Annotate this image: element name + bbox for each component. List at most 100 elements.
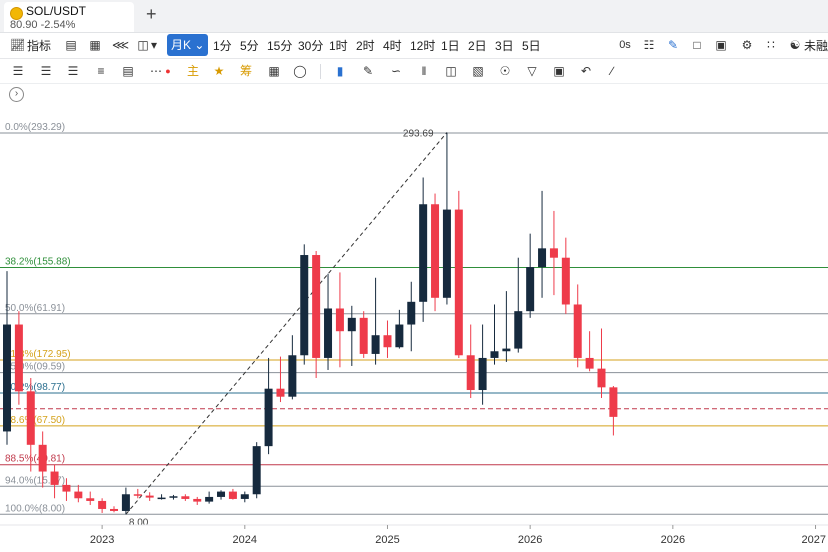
favorite-star-icon[interactable]: ★	[213, 64, 225, 78]
candle-body	[3, 324, 11, 432]
candle-body	[26, 391, 35, 445]
candle	[62, 478, 71, 501]
right-menu-label[interactable]: 未融	[804, 39, 828, 53]
candle	[597, 328, 606, 399]
candle-body	[561, 257, 570, 305]
alert-icon[interactable]: ▣	[715, 38, 727, 52]
image-icon[interactable]: ▤	[122, 64, 134, 78]
candle-body	[597, 368, 606, 388]
fib-level-label: 50.0%(61.91)	[5, 303, 65, 314]
trade-icon[interactable]: ☯	[789, 38, 801, 52]
main-indicator-button[interactable]: 主	[186, 64, 199, 78]
timeframe-monthly-label: 月K	[171, 38, 192, 52]
candle-body	[419, 204, 428, 302]
candle-body	[169, 496, 178, 498]
fib-level-label: 88.5%(40.81)	[5, 454, 65, 465]
timeframe-button[interactable]: 3日	[495, 39, 514, 53]
tab-sol-usdt[interactable]: SOL/USDT 80.90 -2.54%	[4, 2, 134, 32]
line-tool-icon[interactable]: ∕	[610, 64, 613, 78]
ruler-icon[interactable]: ▦	[268, 64, 280, 78]
candle-body	[514, 311, 523, 349]
candle	[3, 271, 11, 445]
trend-lines-icon[interactable]: ≡	[97, 64, 105, 78]
timeframe-button[interactable]: 2日	[468, 39, 487, 53]
chart-type-icon[interactable]: ◫	[137, 38, 149, 52]
timeframe-button[interactable]: 2时	[356, 39, 375, 53]
candle-body	[276, 388, 285, 397]
layout-icon[interactable]: ▤	[65, 38, 77, 52]
fibonacci-retracement[interactable]: 0.0%(293.29) 38.2%(155.88) 50.0%(61.91) 61.…	[0, 122, 828, 515]
bookmark-icon[interactable]: ▮	[336, 64, 344, 78]
candle	[181, 494, 190, 501]
measure-icon[interactable]: ▧	[472, 64, 484, 78]
fib-level-label: 0.0%(293.29)	[5, 122, 65, 133]
indicators-button[interactable]: 指标	[27, 39, 52, 53]
draw-pencil-icon[interactable]: ✎	[667, 38, 679, 52]
template-icon[interactable]: ▦	[89, 38, 101, 52]
fib-level-label: 61.8%(172.95)	[5, 349, 71, 360]
indicator-chart-icon[interactable]: 📈︎	[10, 38, 26, 52]
screenshot-icon[interactable]: ☷	[643, 38, 655, 52]
candle-body	[395, 324, 404, 348]
candle-body	[98, 500, 107, 509]
timeframe-button[interactable]: 5分	[240, 39, 259, 53]
candle	[407, 281, 416, 352]
candle	[217, 490, 226, 500]
replay-icon[interactable]: ⋘	[112, 38, 130, 52]
brush-icon[interactable]: ∽	[390, 64, 402, 78]
candle	[359, 311, 368, 358]
candlestick-series	[3, 132, 618, 515]
trash-icon[interactable]: ▣	[553, 64, 565, 78]
settings-gear-icon[interactable]: ⚙	[741, 38, 753, 52]
candle	[442, 132, 451, 305]
candle	[526, 233, 535, 318]
fib-trend-line[interactable]	[125, 132, 448, 515]
pencil-icon[interactable]: ✎	[362, 64, 374, 78]
chip-distribution-button[interactable]: 筹	[239, 64, 252, 78]
candle	[431, 193, 440, 312]
add-tab-button[interactable]: +	[146, 4, 157, 24]
chart-type-dropdown-icon[interactable]: ▾	[150, 38, 158, 52]
timeframe-button[interactable]: 5日	[522, 39, 541, 53]
timeframe-button[interactable]: 30分	[298, 39, 324, 53]
timeframe-button[interactable]: 1日	[441, 39, 460, 53]
candle	[466, 324, 475, 399]
toolbar-divider	[320, 64, 321, 79]
parallel-lines-icon[interactable]: ☰	[67, 64, 79, 78]
candle	[145, 492, 154, 501]
timeframe-button[interactable]: 15分	[267, 39, 293, 53]
candle	[264, 357, 273, 455]
timeframe-button[interactable]: 1时	[329, 39, 348, 53]
dots-icon[interactable]: ⋯	[150, 64, 162, 78]
lock-icon[interactable]: ◫	[445, 64, 457, 78]
candle-body	[300, 255, 309, 356]
horizontal-lines-icon[interactable]: ☰	[40, 64, 52, 78]
cursor-lines-icon[interactable]: ☰	[12, 64, 24, 78]
magnet-icon[interactable]: ☉	[499, 64, 511, 78]
undo-icon[interactable]: ↶	[580, 64, 592, 78]
comment-icon[interactable]: □	[693, 38, 701, 52]
candle	[561, 237, 570, 314]
candle-body	[217, 491, 226, 497]
eraser-icon[interactable]: ◯	[293, 64, 307, 78]
more-grid-icon[interactable]: ∷	[767, 38, 775, 52]
candle-body	[205, 496, 214, 502]
timeframe-button[interactable]: 12时	[410, 39, 436, 53]
candle	[193, 496, 202, 505]
bars-icon[interactable]: ‖	[421, 64, 427, 78]
candle-body	[573, 304, 582, 358]
timeframe-button[interactable]: 1分	[213, 39, 232, 53]
annotations: 293.69 8.00	[129, 128, 434, 528]
timeframe-monthly-button[interactable]: 月K ⌄	[167, 34, 209, 56]
collapse-icon[interactable]: ›	[9, 87, 24, 102]
currency-icon[interactable]: 0s	[619, 39, 631, 51]
filter-icon[interactable]: ▽	[527, 64, 537, 78]
candle	[240, 491, 249, 503]
candle	[312, 251, 321, 378]
timeframe-button[interactable]: 4时	[383, 39, 402, 53]
candle	[14, 311, 23, 405]
x-tick-label: 2025	[375, 534, 399, 546]
candle-body	[74, 491, 83, 499]
candle-body	[526, 267, 535, 312]
